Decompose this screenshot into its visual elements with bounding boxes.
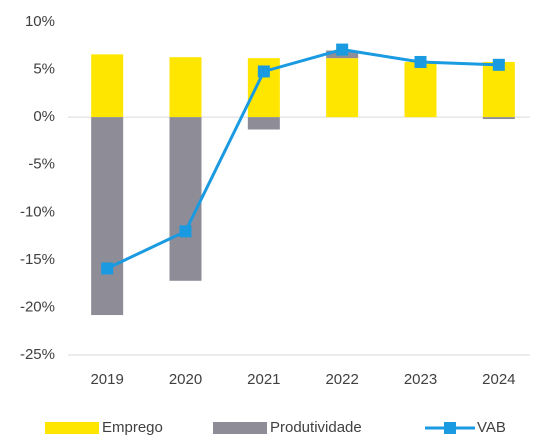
bar — [247, 117, 280, 130]
line — [106, 48, 499, 270]
bar — [91, 54, 124, 118]
x-tick-label: 2020 — [169, 371, 202, 388]
y-tick-label: -20% — [20, 298, 55, 315]
y-tick-label: 0% — [33, 108, 55, 125]
legend-label: VAB — [477, 419, 506, 436]
y-tick-label: -25% — [20, 346, 55, 363]
y-tick-label: -10% — [20, 203, 55, 220]
marker — [336, 43, 349, 56]
marker — [101, 262, 114, 275]
legend-swatch — [213, 422, 267, 434]
x-tick-label: 2019 — [90, 371, 123, 388]
y-tick-label: -15% — [20, 251, 55, 268]
legend-marker — [444, 422, 456, 434]
marker — [492, 58, 505, 71]
marker — [179, 225, 192, 238]
marker — [414, 55, 427, 68]
y-tick-label: -5% — [28, 156, 55, 173]
bar — [482, 61, 515, 118]
bar — [326, 58, 359, 118]
x-tick-label: 2024 — [482, 371, 515, 388]
bar — [169, 57, 202, 118]
bar — [169, 117, 202, 281]
y-tick-label: 5% — [33, 61, 55, 78]
legend-swatch — [45, 422, 99, 434]
bar — [482, 117, 515, 120]
legend-label: Emprego — [102, 419, 163, 436]
y-tick-label: 10% — [25, 13, 55, 30]
legend-label: Produtividade — [270, 419, 362, 436]
bar — [91, 117, 124, 316]
marker — [257, 65, 270, 78]
bar — [404, 61, 437, 118]
x-tick-label: 2023 — [404, 371, 437, 388]
x-tick-label: 2021 — [247, 371, 280, 388]
x-tick-label: 2022 — [325, 371, 358, 388]
